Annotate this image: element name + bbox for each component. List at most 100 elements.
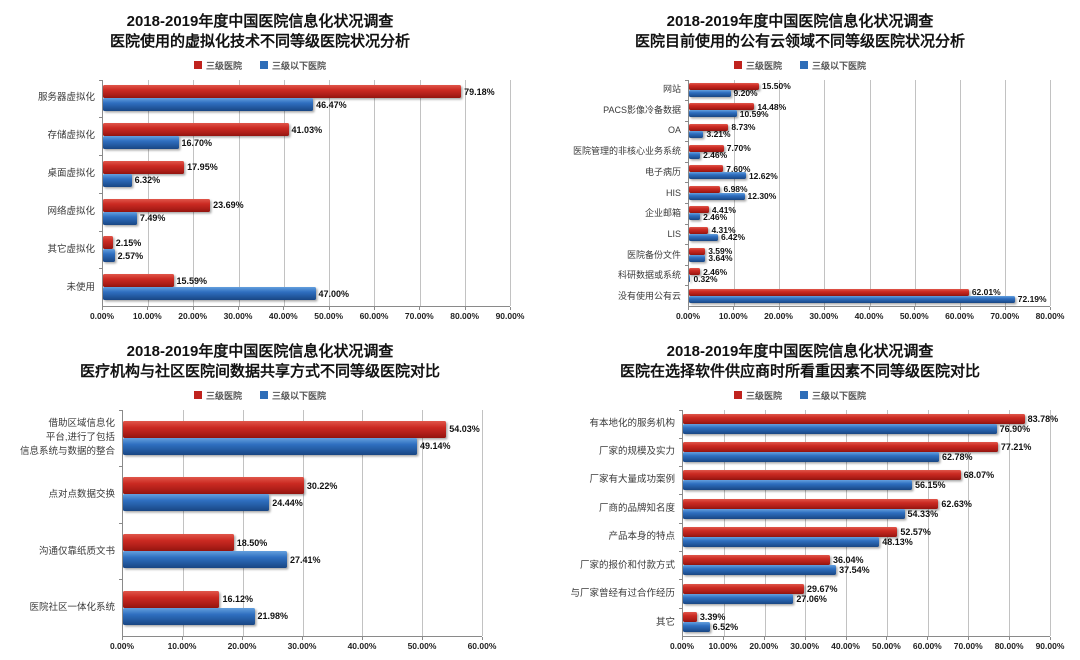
gridline — [846, 409, 848, 636]
axis-tickmark — [422, 637, 423, 640]
axis-tick-label: 50.00% — [314, 311, 344, 321]
bar-row: 77.21% 62.78% — [679, 437, 1050, 466]
category-label: 服务器虚拟化 — [37, 92, 95, 104]
axis-tick-label: 60.00% — [912, 641, 942, 651]
bar-rows: 15.50% 9.20% 14.48% 10.59% 8.73% 3.21% 7.70% 2.… — [685, 79, 1050, 307]
plot-field: 15.50% 9.20% 14.48% 10.59% 8.73% 3.21% 7.70% 2.… — [685, 79, 1051, 307]
gridline — [1009, 409, 1011, 636]
value-label: 2.46% — [703, 150, 728, 161]
gridlines — [683, 409, 1051, 636]
category-label: 存储虚拟化 — [47, 130, 95, 142]
legend-swatch-blue — [260, 391, 268, 399]
category-label: 产品本身的特点 — [608, 531, 675, 543]
bar-below-tertiary-hospital: 54.33% — [683, 508, 938, 519]
bar-tertiary-hospital: 62.01% — [689, 287, 1001, 297]
bar-below-tertiary-hospital: 2.46% — [689, 150, 727, 160]
axis-tickmark — [419, 307, 421, 310]
bar-row: 14.48% 10.59% — [685, 100, 1050, 121]
gridline — [723, 409, 725, 636]
axis-tick-label: 40.00% — [347, 641, 377, 651]
axis-tick-label: 60.00% — [945, 311, 974, 321]
bar-below-tertiary-hospital: 16.70% — [103, 136, 212, 150]
category-label: 桌面虚拟化 — [47, 168, 95, 180]
gridline — [193, 79, 195, 306]
chart-title-line1: 2018-2019年度中国医院信息化状况调查 — [126, 13, 394, 30]
value-label: 72.19% — [1017, 294, 1047, 305]
bar-tertiary-hospital: 6.98% — [689, 184, 748, 194]
axis-tickmark — [362, 637, 363, 640]
value-label: 6.42% — [720, 232, 746, 243]
axis-tick-label: 0.00% — [675, 311, 701, 321]
value-label: 56.15% — [914, 480, 946, 491]
value-label: 23.69% — [213, 200, 244, 211]
axis-tick-label: 20.00% — [764, 311, 793, 321]
category-label: 厂家的报价和付款方式 — [579, 559, 675, 571]
axis-tickmark — [147, 307, 149, 310]
axis-tick-label: 70.00% — [404, 311, 434, 321]
value-label: 6.52% — [712, 621, 739, 632]
bar-row: 7.60% 12.62% — [685, 161, 1050, 183]
bar-row: 8.73% 3.21% — [685, 120, 1050, 142]
value-label: 15.50% — [761, 81, 791, 92]
gridline — [482, 409, 483, 636]
axis-tickmark — [722, 637, 724, 640]
bar-row: 62.63% 54.33% — [679, 494, 1050, 522]
bar-below-tertiary-hospital: 12.30% — [689, 191, 776, 201]
chart-title-line2: 医院在选择软件供应商时所看重因素不同等级医院对比 — [619, 363, 980, 381]
bar-below-tertiary-hospital: 62.78% — [683, 451, 973, 462]
value-label: 7.49% — [139, 213, 166, 224]
axis-tick-label: 0.00% — [89, 311, 115, 321]
bar-row: 29.67% 27.06% — [679, 579, 1050, 607]
axis-tickmark — [464, 307, 466, 310]
axis-tick-label: 40.00% — [854, 311, 884, 321]
category-label: 医院社区一体化系统 — [29, 602, 115, 614]
category-label: 没有使用公有云 — [617, 290, 681, 301]
gridlines — [689, 79, 1051, 306]
bar-rows: 54.03% 49.14% 30.22% 24.44% 18.50% 27.41% 16.1… — [119, 409, 482, 637]
value-label: 15.59% — [176, 275, 208, 286]
axis-tick-label: 90.00% — [1035, 641, 1065, 651]
gridline — [1050, 409, 1051, 636]
legend-key-below-tertiary: 三级以下医院 — [800, 389, 866, 402]
bar-below-tertiary-hospital: 10.59% — [689, 109, 769, 119]
x-axis: 0.00% 10.00% 20.00% 30.00% 40.00% 50.00% 60.00… — [90, 307, 524, 324]
category-label: 有本地化的服务机构 — [589, 417, 675, 429]
value-label: 8.73% — [731, 122, 756, 133]
value-label: 12.30% — [747, 191, 777, 202]
axis-tick-label: 60.00% — [467, 641, 497, 651]
value-label: 4.31% — [711, 225, 736, 236]
category-labels: 借助区域信息化 平台,进行了包括 信息系统与数据的整合 点对点数据交换 沟通仅靠纸质… — [10, 410, 122, 655]
category-label: 科研数据或系统 — [617, 270, 681, 281]
category-label: LIS — [667, 228, 681, 239]
axis-tickmark — [733, 307, 735, 310]
category-label: 厂家有大量成功案例 — [589, 474, 675, 486]
value-label: 17.95% — [187, 162, 218, 173]
bar-row: 68.07% 56.15% — [679, 466, 1050, 494]
chart-vendor-selection-factors: 2018-2019年度中国医院信息化状况调查 医院在选择软件供应商时所看重因素不… — [540, 330, 1080, 660]
value-label: 52.57% — [900, 526, 931, 537]
chart-title-line2: 医疗机构与社区医院间数据共享方式不同等级医院对比 — [79, 363, 440, 381]
plot-area: 83.78% 76.90% 77.21% 62.78% 68.07% 56.15% 62.6… — [670, 409, 1064, 655]
bar-below-tertiary-hospital: 24.44% — [123, 494, 303, 512]
bar-row: 17.95% 6.32% — [99, 155, 510, 193]
bar-tertiary-hospital: 68.07% — [683, 470, 994, 481]
value-label: 47.00% — [318, 288, 350, 299]
gridline — [779, 79, 781, 306]
value-label: 7.60% — [726, 163, 751, 174]
legend-key-below-tertiary: 三级以下医院 — [800, 59, 866, 72]
chart-title-line1: 2018-2019年度中国医院信息化状况调查 — [666, 13, 934, 30]
gridline — [182, 409, 184, 636]
axis-tick-label: 50.00% — [407, 641, 437, 651]
bar-row: 3.39% 6.52% — [679, 607, 1050, 636]
value-label: 3.64% — [708, 253, 733, 264]
gridline — [238, 79, 240, 306]
bar-row: 2.15% 2.57% — [99, 230, 510, 269]
legend-swatch-red — [193, 391, 202, 399]
value-label: 49.14% — [420, 441, 451, 452]
value-label: 6.32% — [134, 175, 161, 186]
axis-tickmark — [1050, 637, 1051, 640]
gridline — [362, 409, 364, 636]
axis-tickmark — [914, 307, 916, 310]
bar-tertiary-hospital: 7.70% — [689, 143, 751, 153]
value-label: 62.78% — [942, 451, 973, 462]
